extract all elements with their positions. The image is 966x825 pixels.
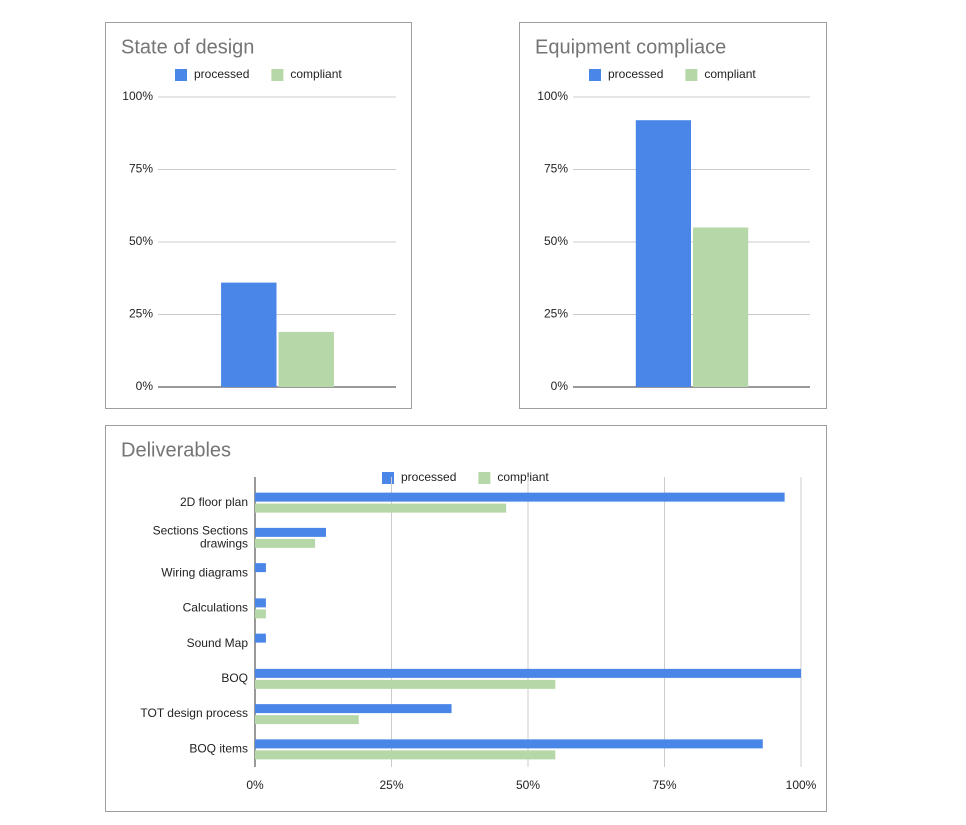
legend-label: compliant	[704, 67, 756, 81]
x-tick-label: 50%	[516, 778, 540, 792]
bar	[693, 227, 749, 387]
legend-label: processed	[608, 67, 663, 81]
y-tick-label: BOQ items	[189, 742, 248, 756]
legend-swatch	[478, 472, 491, 484]
y-tick-label: 50%	[129, 234, 153, 248]
y-tick-label: Calculations	[183, 601, 248, 615]
legend-label: compliant	[497, 470, 549, 484]
legend-swatch	[271, 69, 284, 81]
x-tick-label: 0%	[246, 778, 264, 792]
legend-swatch	[589, 69, 601, 81]
y-tick-label: 50%	[544, 234, 568, 248]
bar	[635, 120, 691, 387]
bar	[255, 679, 556, 689]
legend-swatch	[382, 472, 394, 484]
chart-title: Deliverables	[121, 439, 231, 461]
legend-label: processed	[194, 67, 249, 81]
y-tick-label: 25%	[129, 307, 153, 321]
legend-label: processed	[401, 470, 456, 484]
bar	[255, 704, 452, 714]
y-tick-label: 100%	[122, 89, 153, 103]
x-tick-label: 75%	[652, 778, 676, 792]
y-tick-label: BOQ	[221, 671, 248, 685]
bar	[255, 739, 763, 749]
bar	[255, 598, 266, 608]
y-tick-label: 75%	[129, 162, 153, 176]
chart-title: Equipment compliace	[535, 36, 726, 58]
bar	[255, 609, 266, 619]
bar	[255, 633, 266, 643]
y-tick-label: 0%	[551, 379, 569, 393]
y-tick-label: Wiring diagrams	[161, 565, 248, 579]
y-tick-label: Sound Map	[187, 636, 249, 650]
y-tick-label: 0%	[136, 379, 154, 393]
y-tick-label: 2D floor plan	[180, 495, 248, 509]
y-tick-label: 100%	[537, 89, 568, 103]
bar	[255, 668, 801, 678]
y-tick-label: Sections Sections drawings	[153, 524, 248, 551]
bar	[255, 563, 266, 573]
y-tick-label: TOT design process	[140, 706, 248, 720]
bar	[278, 331, 334, 387]
y-tick-label: 25%	[544, 307, 568, 321]
bar	[255, 503, 507, 513]
x-tick-label: 25%	[379, 778, 403, 792]
x-tick-label: 100%	[786, 778, 817, 792]
legend-swatch	[685, 69, 698, 81]
bar	[255, 492, 785, 502]
bar	[255, 715, 359, 725]
bar	[255, 750, 556, 760]
bar	[255, 527, 326, 537]
bar	[255, 538, 316, 548]
y-tick-label: 75%	[544, 162, 568, 176]
legend-label: compliant	[290, 67, 342, 81]
bar	[221, 282, 277, 387]
legend-swatch	[175, 69, 187, 81]
chart-title: State of design	[121, 36, 254, 58]
